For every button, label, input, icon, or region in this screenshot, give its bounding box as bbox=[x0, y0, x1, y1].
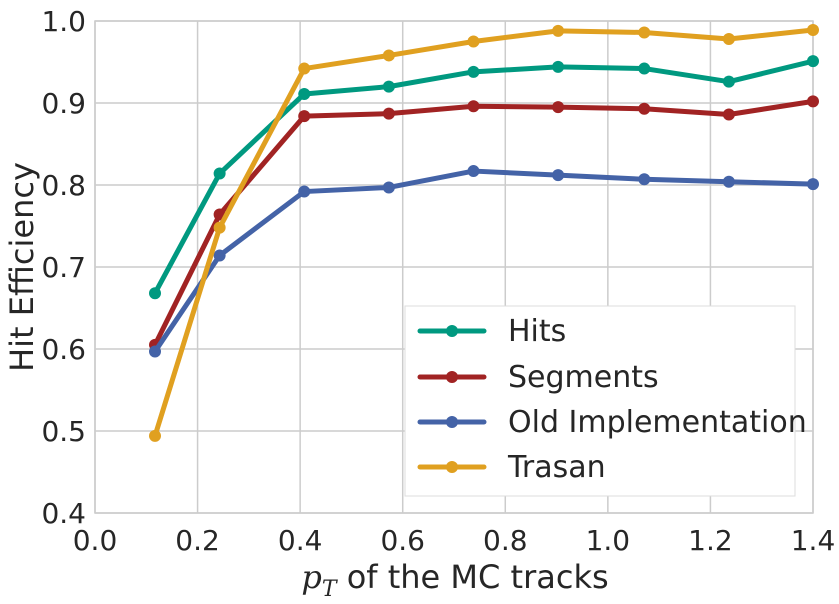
series-hits bbox=[149, 55, 819, 300]
data-point-segments bbox=[382, 107, 395, 120]
series-segments bbox=[149, 95, 819, 351]
x-tick-label: 1.4 bbox=[791, 524, 836, 557]
legend-swatch-marker bbox=[446, 416, 458, 428]
legend-label: Trasan bbox=[507, 450, 606, 485]
data-point-trasan bbox=[467, 35, 480, 48]
x-tick-label: 0.6 bbox=[380, 524, 425, 557]
legend-label: Hits bbox=[508, 314, 566, 349]
data-point-hits bbox=[552, 60, 565, 73]
y-axis-label: Hit Efficiency bbox=[3, 162, 41, 372]
data-point-trasan bbox=[298, 62, 311, 75]
data-point-trasan bbox=[213, 221, 226, 234]
legend-label: Segments bbox=[508, 360, 659, 395]
plot-area-frame bbox=[94, 20, 814, 514]
y-tick-label: 0.9 bbox=[41, 87, 86, 120]
data-point-segments bbox=[298, 110, 311, 123]
legend-swatch-marker bbox=[446, 325, 458, 337]
data-point-old-implementation bbox=[722, 175, 735, 188]
data-point-old-implementation bbox=[213, 249, 226, 262]
y-tick-label: 1.0 bbox=[41, 5, 86, 38]
data-point-hits bbox=[722, 75, 735, 88]
series-trasan bbox=[149, 24, 819, 442]
data-point-segments bbox=[722, 108, 735, 121]
data-point-hits bbox=[298, 87, 311, 100]
x-axis-label-symbol: p bbox=[301, 558, 321, 596]
data-point-old-implementation bbox=[298, 185, 311, 198]
data-point-trasan bbox=[382, 49, 395, 62]
x-tick-label: 1.2 bbox=[688, 524, 733, 557]
data-point-hits bbox=[467, 65, 480, 78]
legend-item-segments: Segments bbox=[417, 360, 659, 395]
legend-item-old-implementation: Old Implementation bbox=[417, 405, 807, 440]
data-point-trasan bbox=[552, 24, 565, 37]
legend-item-hits: Hits bbox=[417, 314, 566, 349]
x-tick-label: 0.0 bbox=[73, 524, 118, 557]
x-axis-ticks: 0.0 0.2 0.4 0.6 0.8 1.0 1.2 1.4 bbox=[73, 524, 836, 557]
data-point-segments bbox=[467, 100, 480, 113]
series-layer bbox=[149, 24, 819, 442]
x-tick-label: 0.8 bbox=[483, 524, 528, 557]
data-point-trasan bbox=[722, 33, 735, 46]
x-tick-label: 0.2 bbox=[175, 524, 220, 557]
data-point-old-implementation bbox=[382, 181, 395, 194]
data-point-trasan bbox=[149, 429, 162, 442]
x-tick-label: 1.0 bbox=[586, 524, 631, 557]
data-point-old-implementation bbox=[638, 173, 651, 186]
data-point-segments bbox=[807, 95, 819, 108]
data-point-trasan bbox=[807, 24, 819, 37]
data-point-trasan bbox=[638, 26, 651, 39]
y-tick-label: 0.5 bbox=[41, 415, 86, 448]
data-point-hits bbox=[638, 62, 651, 75]
data-point-old-implementation bbox=[467, 165, 480, 178]
data-point-old-implementation bbox=[552, 169, 565, 182]
x-axis-label-subscript: T bbox=[322, 577, 339, 602]
data-point-hits bbox=[382, 80, 395, 93]
y-tick-label: 0.6 bbox=[41, 333, 86, 366]
data-point-hits bbox=[807, 55, 819, 68]
data-point-old-implementation bbox=[149, 345, 162, 358]
data-point-old-implementation bbox=[807, 178, 819, 191]
x-axis-label: pT of the MC tracks bbox=[301, 558, 608, 602]
x-axis-label-text: of the MC tracks bbox=[337, 558, 609, 596]
legend: Hits Segments Old Implementation Trasan bbox=[404, 305, 807, 497]
legend-item-trasan: Trasan bbox=[417, 450, 606, 485]
y-tick-label: 0.4 bbox=[41, 497, 86, 530]
data-point-hits bbox=[149, 287, 162, 300]
legend-label: Old Implementation bbox=[508, 405, 807, 440]
legend-swatch-marker bbox=[446, 461, 458, 473]
legend-box bbox=[404, 305, 796, 497]
y-tick-label: 0.7 bbox=[41, 251, 86, 284]
y-tick-label: 0.8 bbox=[41, 169, 86, 202]
y-axis-ticks: 0.4 0.5 0.6 0.7 0.8 0.9 1.0 bbox=[41, 5, 86, 530]
x-tick-label: 0.4 bbox=[278, 524, 323, 557]
series-old-implementation bbox=[149, 165, 819, 358]
legend-swatch-marker bbox=[446, 371, 458, 383]
data-point-segments bbox=[552, 101, 565, 114]
data-point-segments bbox=[638, 102, 651, 115]
data-point-hits bbox=[213, 167, 226, 180]
